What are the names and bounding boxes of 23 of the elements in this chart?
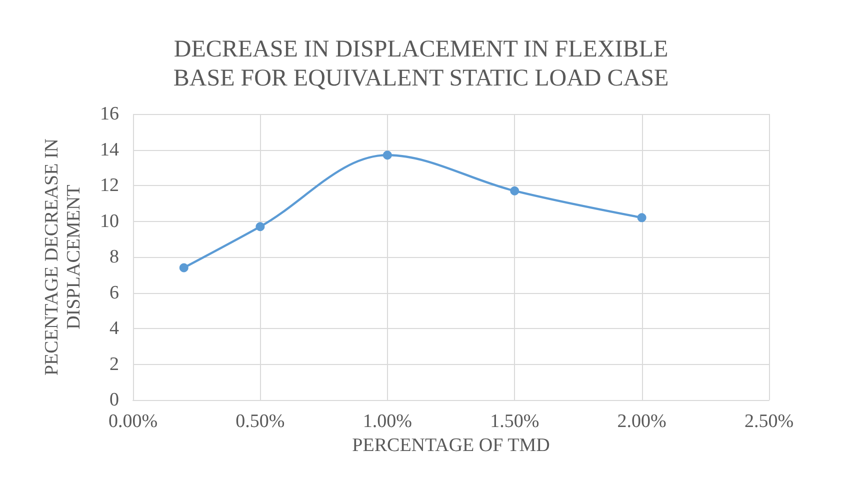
x-tick-label: 1.50% xyxy=(490,411,540,432)
y-tick-label: 2 xyxy=(110,354,119,375)
point xyxy=(637,213,646,222)
x-tick-label: 2.00% xyxy=(617,411,667,432)
x-tick-label: 0.50% xyxy=(236,411,285,432)
y-tick-label: 12 xyxy=(100,175,119,196)
x-tick-label: 2.50% xyxy=(744,411,794,432)
y-tick-label: 8 xyxy=(110,246,119,268)
point xyxy=(510,186,520,196)
y-tick-label: 14 xyxy=(100,139,120,160)
point xyxy=(256,222,265,232)
y-axis-title: PECENTAGE DECREASE IN DISPLACEMENT xyxy=(42,138,84,376)
y-tick-label: 16 xyxy=(100,104,119,124)
y-tick-label: 0 xyxy=(110,390,119,410)
x-axis-title: PERCENTAGE OF TMD xyxy=(352,434,550,456)
y-tick-label: 4 xyxy=(110,318,120,339)
x-tick-label: 0.00% xyxy=(108,411,158,432)
chart-title: DECREASE IN DISPLACEMENT IN FLEXIBLE BASE FOR EQUIVALENT STATIC LOAD CASE xyxy=(173,36,669,92)
y-tick-label: 10 xyxy=(100,210,119,232)
y-tick-label: 6 xyxy=(110,282,119,304)
x-tick-label: 1.00% xyxy=(362,411,412,432)
point xyxy=(179,263,188,272)
point xyxy=(382,150,392,160)
